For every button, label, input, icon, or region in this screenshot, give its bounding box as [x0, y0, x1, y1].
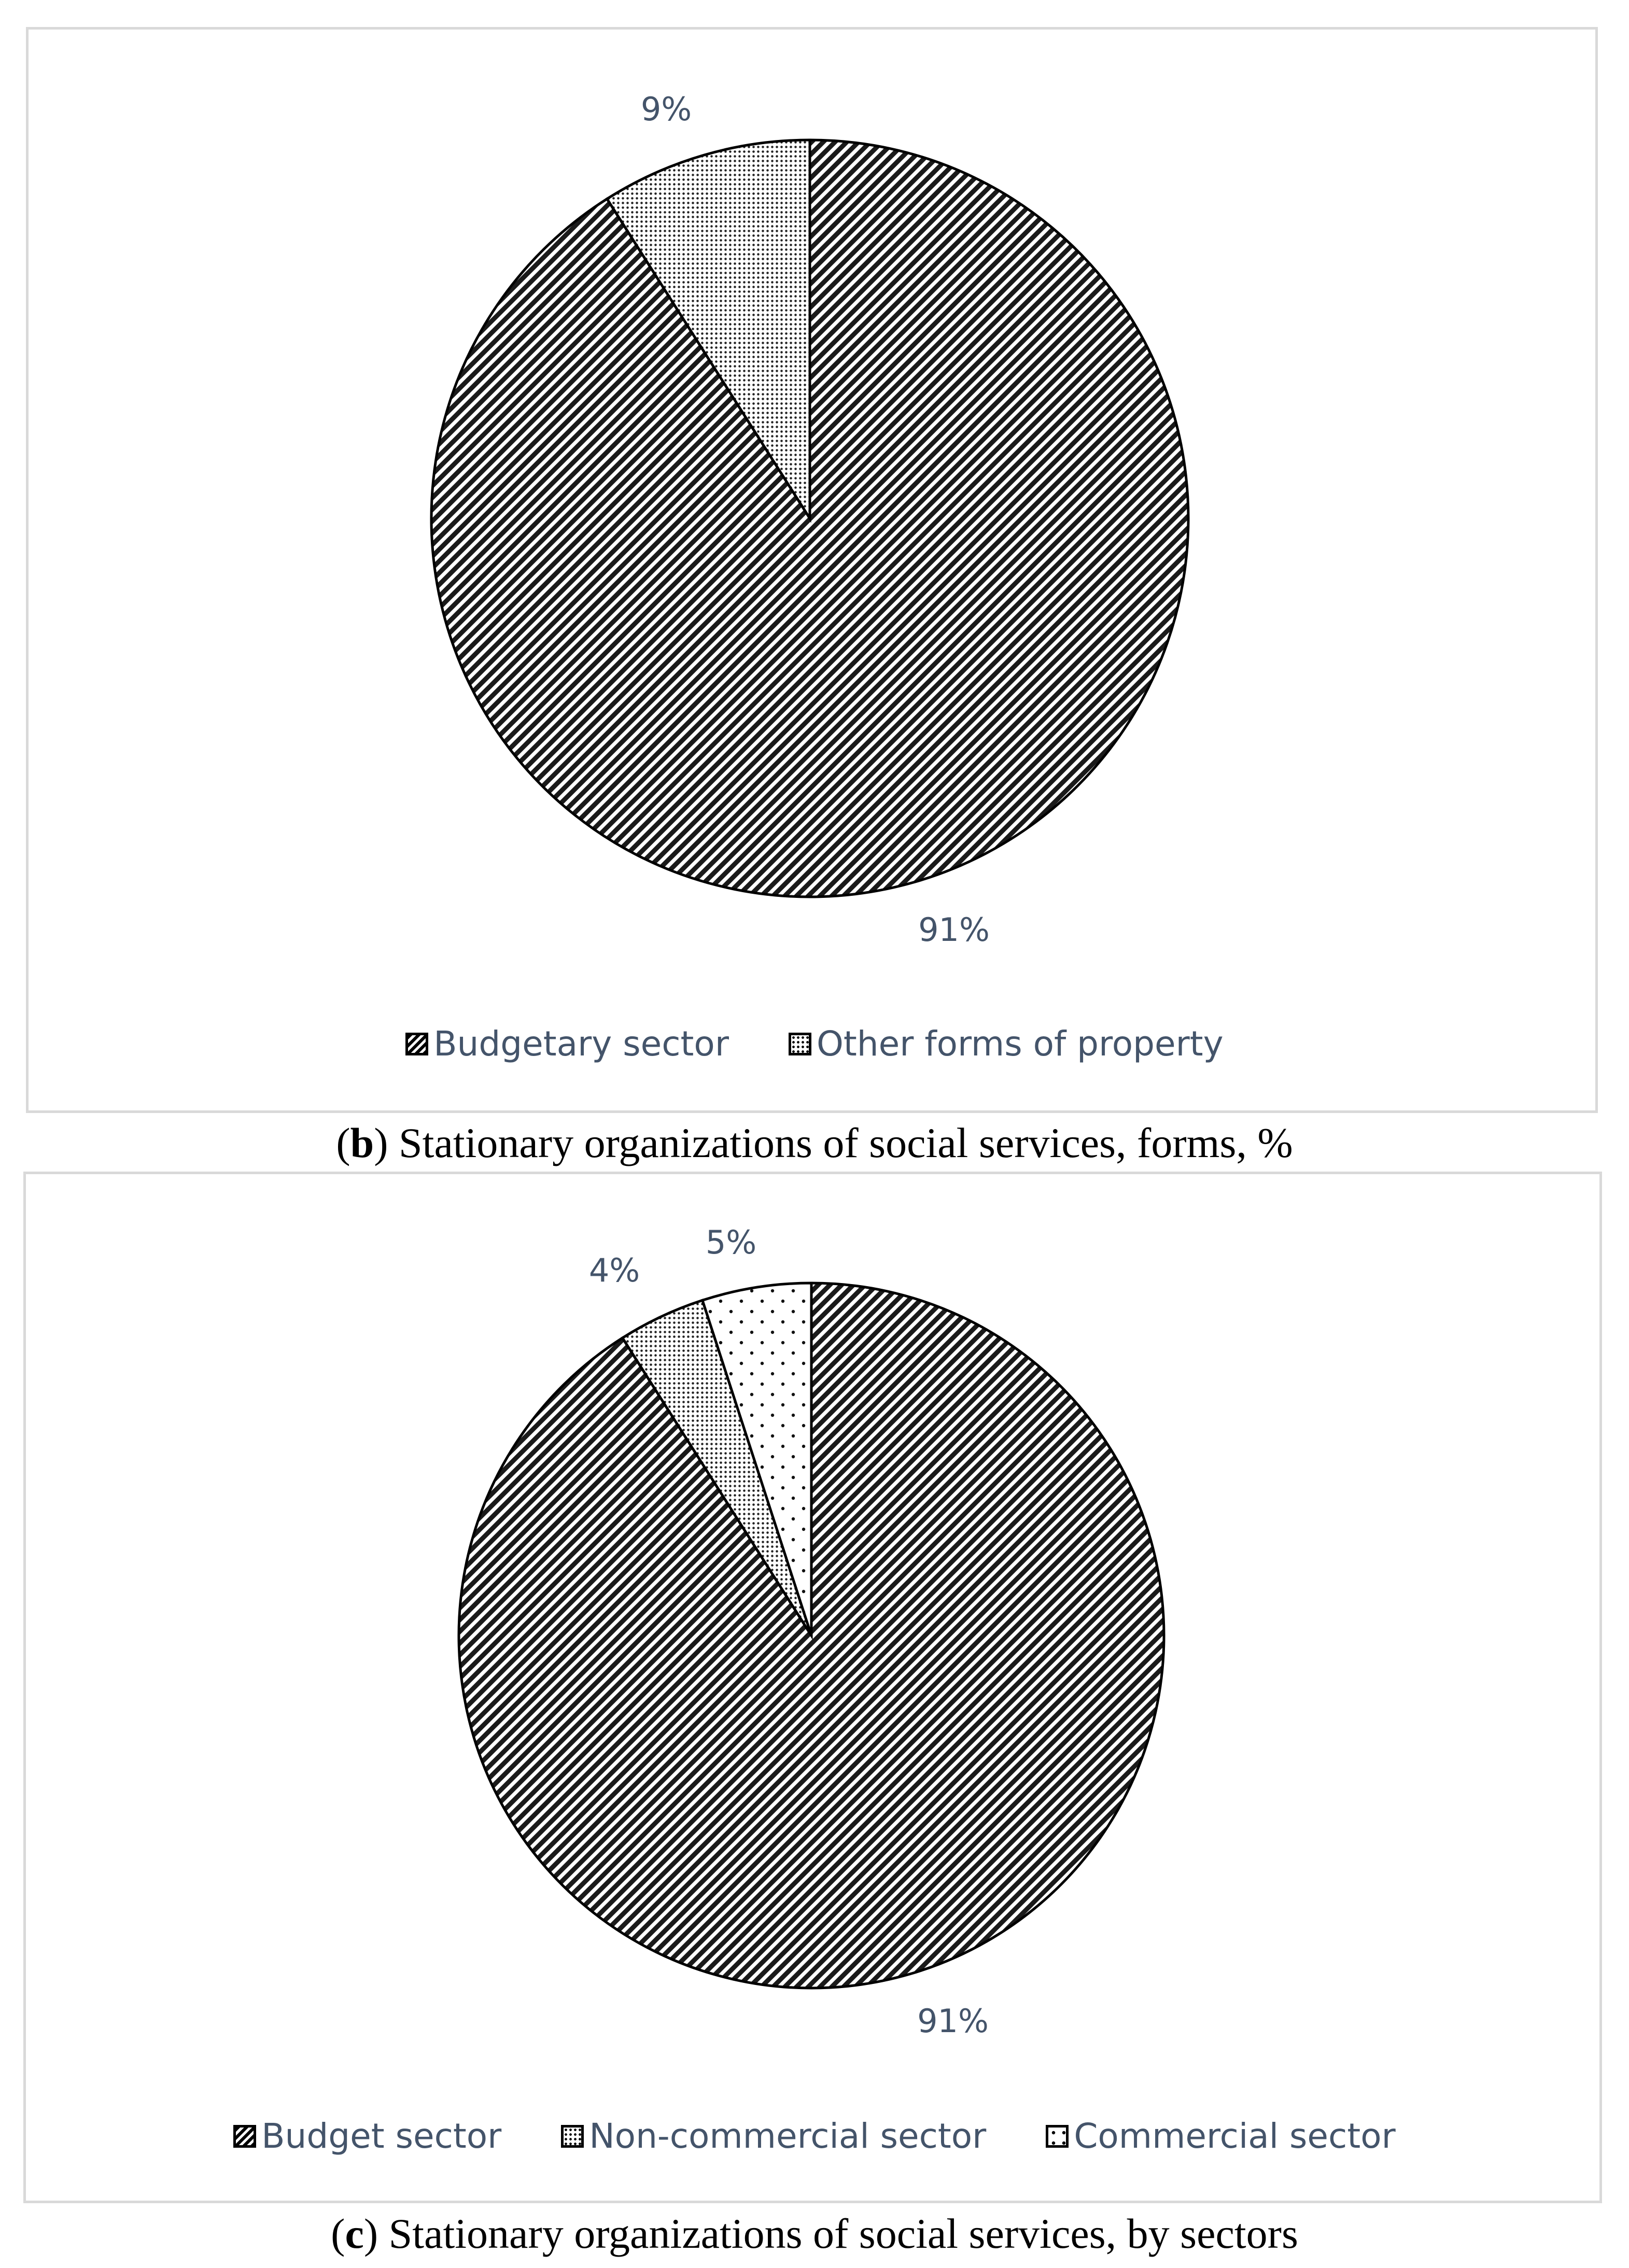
legend-swatch-dots-icon — [788, 1032, 811, 1055]
pie-data-label: 5% — [706, 1223, 756, 1261]
legend-label: Commercial sector — [1074, 2116, 1396, 2156]
pie-data-label: 4% — [589, 1251, 640, 1289]
legend-c: Budget sector Non-commercial sector Comm… — [0, 2116, 1629, 2156]
pie-slice-3 — [700, 1281, 813, 1636]
pie-data-label: 91% — [918, 911, 990, 949]
legend-swatch-dots-icon — [561, 2124, 584, 2148]
legend-swatch-sparse-dots-icon — [1046, 2124, 1069, 2148]
pie-data-label: 9% — [641, 90, 692, 128]
caption-letter: c — [345, 2210, 364, 2257]
legend-item-commercial: Commercial sector — [1046, 2116, 1396, 2156]
legend-swatch-hatch-icon — [405, 1032, 429, 1055]
legend-label: Budget sector — [261, 2116, 502, 2156]
caption-c: (c) Stationary organizations of social s… — [0, 2209, 1629, 2258]
pie-slice-2 — [605, 138, 811, 523]
legend-b: Budgetary sector Other forms of property — [0, 1024, 1629, 1064]
caption-letter: b — [350, 1119, 374, 1166]
pie-data-label: 91% — [917, 2002, 989, 2040]
legend-label: Other forms of property — [816, 1024, 1224, 1064]
caption-open: ( — [331, 2210, 345, 2257]
caption-text: ) Stationary organizations of social ser… — [363, 2210, 1298, 2257]
caption-open: ( — [336, 1119, 350, 1166]
pie-chart-b: 91% 9% — [430, 90, 1190, 949]
legend-label: Budgetary sector — [433, 1024, 729, 1064]
legend-label: Non-commercial sector — [589, 2116, 987, 2156]
legend-item-other-forms: Other forms of property — [788, 1024, 1224, 1064]
legend-item-non-commercial: Non-commercial sector — [561, 2116, 986, 2156]
caption-b: (b) Stationary organizations of social s… — [0, 1119, 1629, 1167]
legend-item-budget: Budget sector — [233, 2116, 501, 2156]
caption-text: ) Stationary organizations of social ser… — [374, 1119, 1293, 1166]
legend-swatch-hatch-icon — [233, 2124, 257, 2148]
legend-item-budgetary: Budgetary sector — [405, 1024, 729, 1064]
